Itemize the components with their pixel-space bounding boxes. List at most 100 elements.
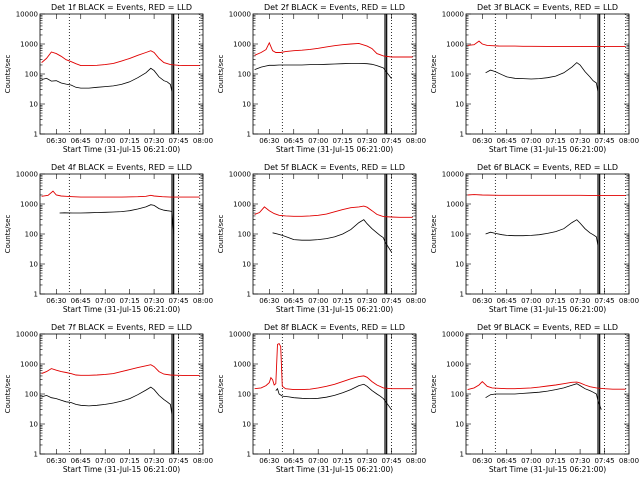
lld-series-line <box>467 40 626 48</box>
chart-title: Det 6f BLACK = Events, RED = LLD <box>477 163 618 172</box>
events-series-line <box>272 219 392 253</box>
y-tick-label: 100 <box>238 231 251 239</box>
x-tick-label: 08:00 <box>193 137 213 145</box>
y-tick-label: 10000 <box>229 171 251 179</box>
events-series-line <box>275 383 392 410</box>
y-axis-label: Counts/sec <box>4 215 12 254</box>
y-tick-label: 10 <box>455 101 464 109</box>
det-plot-7: Det 7f BLACK = Events, RED = LLD 1 10 100 10… <box>0 320 213 480</box>
x-tick-label: 06:45 <box>284 457 304 465</box>
x-tick-label: 07:45 <box>168 457 188 465</box>
y-axis-label: Counts/sec <box>217 215 225 254</box>
chart-svg: Det 5f BLACK = Events, RED = LLD 1 10 100 10… <box>217 163 426 314</box>
y-tick-label: 1000 <box>20 41 38 49</box>
chart-svg: Det 3f BLACK = Events, RED = LLD 1 10 100 10… <box>430 3 639 154</box>
y-axis-label: Counts/sec <box>4 375 12 414</box>
y-tick-label: 10000 <box>229 331 251 339</box>
y-tick-label: 10 <box>29 101 38 109</box>
chart-svg: Det 8f BLACK = Events, RED = LLD 1 10 100 10… <box>217 323 426 474</box>
det-plot-9: Det 9f BLACK = Events, RED = LLD 1 10 100 10… <box>426 320 639 480</box>
x-tick-label: 07:30 <box>144 137 164 145</box>
x-axis-label: Start Time (31-Jul-15 06:21:00) <box>63 145 180 154</box>
x-tick-label: 07:00 <box>95 457 115 465</box>
x-tick-label: 07:30 <box>357 457 377 465</box>
y-tick-label: 10 <box>29 421 38 429</box>
y-tick-label: 1000 <box>446 41 464 49</box>
x-tick-label: 07:45 <box>381 297 401 305</box>
x-tick-label: 07:30 <box>357 297 377 305</box>
y-axis-label: Counts/sec <box>217 55 225 94</box>
chart-title: Det 1f BLACK = Events, RED = LLD <box>51 3 192 12</box>
x-tick-label: 07:45 <box>594 297 614 305</box>
det-plot-5: Det 5f BLACK = Events, RED = LLD 1 10 100 10… <box>213 160 426 320</box>
x-tick-label: 08:00 <box>619 297 639 305</box>
y-tick-label: 1000 <box>233 201 251 209</box>
x-tick-label: 07:45 <box>168 137 188 145</box>
chart-title: Det 8f BLACK = Events, RED = LLD <box>264 323 405 332</box>
y-tick-label: 1000 <box>446 361 464 369</box>
y-tick-label: 1000 <box>20 361 38 369</box>
x-tick-label: 07:00 <box>521 137 541 145</box>
x-tick-label: 07:00 <box>95 297 115 305</box>
events-series-line <box>485 383 602 410</box>
y-tick-label: 100 <box>451 71 464 79</box>
x-tick-label: 07:30 <box>144 457 164 465</box>
chart-svg: Det 4f BLACK = Events, RED = LLD 1 10 100 10… <box>4 163 213 314</box>
chart-svg: Det 1f BLACK = Events, RED = LLD 1 10 100 10… <box>4 3 213 154</box>
chart-title: Det 9f BLACK = Events, RED = LLD <box>477 323 618 332</box>
x-axis-label: Start Time (31-Jul-15 06:21:00) <box>276 145 393 154</box>
y-tick-label: 1 <box>460 451 464 459</box>
x-tick-label: 06:30 <box>259 137 279 145</box>
x-tick-label: 07:15 <box>120 297 140 305</box>
x-tick-label: 06:30 <box>472 297 492 305</box>
x-tick-label: 07:15 <box>120 457 140 465</box>
x-tick-label: 06:45 <box>71 457 91 465</box>
x-tick-label: 08:00 <box>406 137 426 145</box>
x-tick-label: 07:00 <box>521 457 541 465</box>
events-series-line <box>485 219 599 246</box>
chart-title: Det 5f BLACK = Events, RED = LLD <box>264 163 405 172</box>
x-tick-label: 07:15 <box>546 297 566 305</box>
y-tick-label: 10 <box>29 261 38 269</box>
y-tick-label: 10000 <box>229 11 251 19</box>
x-tick-label: 06:45 <box>284 137 304 145</box>
x-axis-label: Start Time (31-Jul-15 06:21:00) <box>489 305 606 314</box>
y-tick-label: 10000 <box>16 171 38 179</box>
x-tick-label: 07:00 <box>308 297 328 305</box>
x-tick-label: 07:30 <box>570 457 590 465</box>
x-tick-label: 07:15 <box>120 137 140 145</box>
x-tick-label: 06:30 <box>259 297 279 305</box>
det-plot-3: Det 3f BLACK = Events, RED = LLD 1 10 100 10… <box>426 0 639 160</box>
x-tick-label: 08:00 <box>406 297 426 305</box>
y-tick-label: 1 <box>247 131 251 139</box>
lld-series-line <box>467 380 626 391</box>
x-tick-label: 07:30 <box>144 297 164 305</box>
events-series-line <box>41 386 173 416</box>
y-tick-label: 100 <box>25 391 38 399</box>
x-tick-label: 07:30 <box>570 137 590 145</box>
y-axis-label: Counts/sec <box>217 375 225 414</box>
y-tick-label: 100 <box>25 231 38 239</box>
x-tick-label: 07:30 <box>570 297 590 305</box>
x-tick-label: 07:15 <box>333 137 353 145</box>
x-axis-label: Start Time (31-Jul-15 06:21:00) <box>489 145 606 154</box>
x-tick-label: 06:30 <box>46 457 66 465</box>
x-tick-label: 07:30 <box>357 137 377 145</box>
x-tick-label: 07:15 <box>546 137 566 145</box>
y-tick-label: 10 <box>455 421 464 429</box>
y-tick-label: 1000 <box>233 361 251 369</box>
y-axis-label: Counts/sec <box>430 55 438 94</box>
det-plot-1: Det 1f BLACK = Events, RED = LLD 1 10 100 10… <box>0 0 213 160</box>
x-tick-label: 08:00 <box>406 457 426 465</box>
x-tick-label: 07:45 <box>381 457 401 465</box>
x-tick-label: 06:30 <box>259 457 279 465</box>
x-tick-label: 06:30 <box>46 137 66 145</box>
events-series-line <box>59 204 175 235</box>
x-tick-label: 06:45 <box>71 137 91 145</box>
events-series-line <box>254 63 392 79</box>
x-tick-label: 07:45 <box>168 297 188 305</box>
lld-series-line <box>254 205 413 218</box>
y-tick-label: 1 <box>460 131 464 139</box>
lld-series-line <box>41 50 200 67</box>
x-tick-label: 08:00 <box>619 137 639 145</box>
